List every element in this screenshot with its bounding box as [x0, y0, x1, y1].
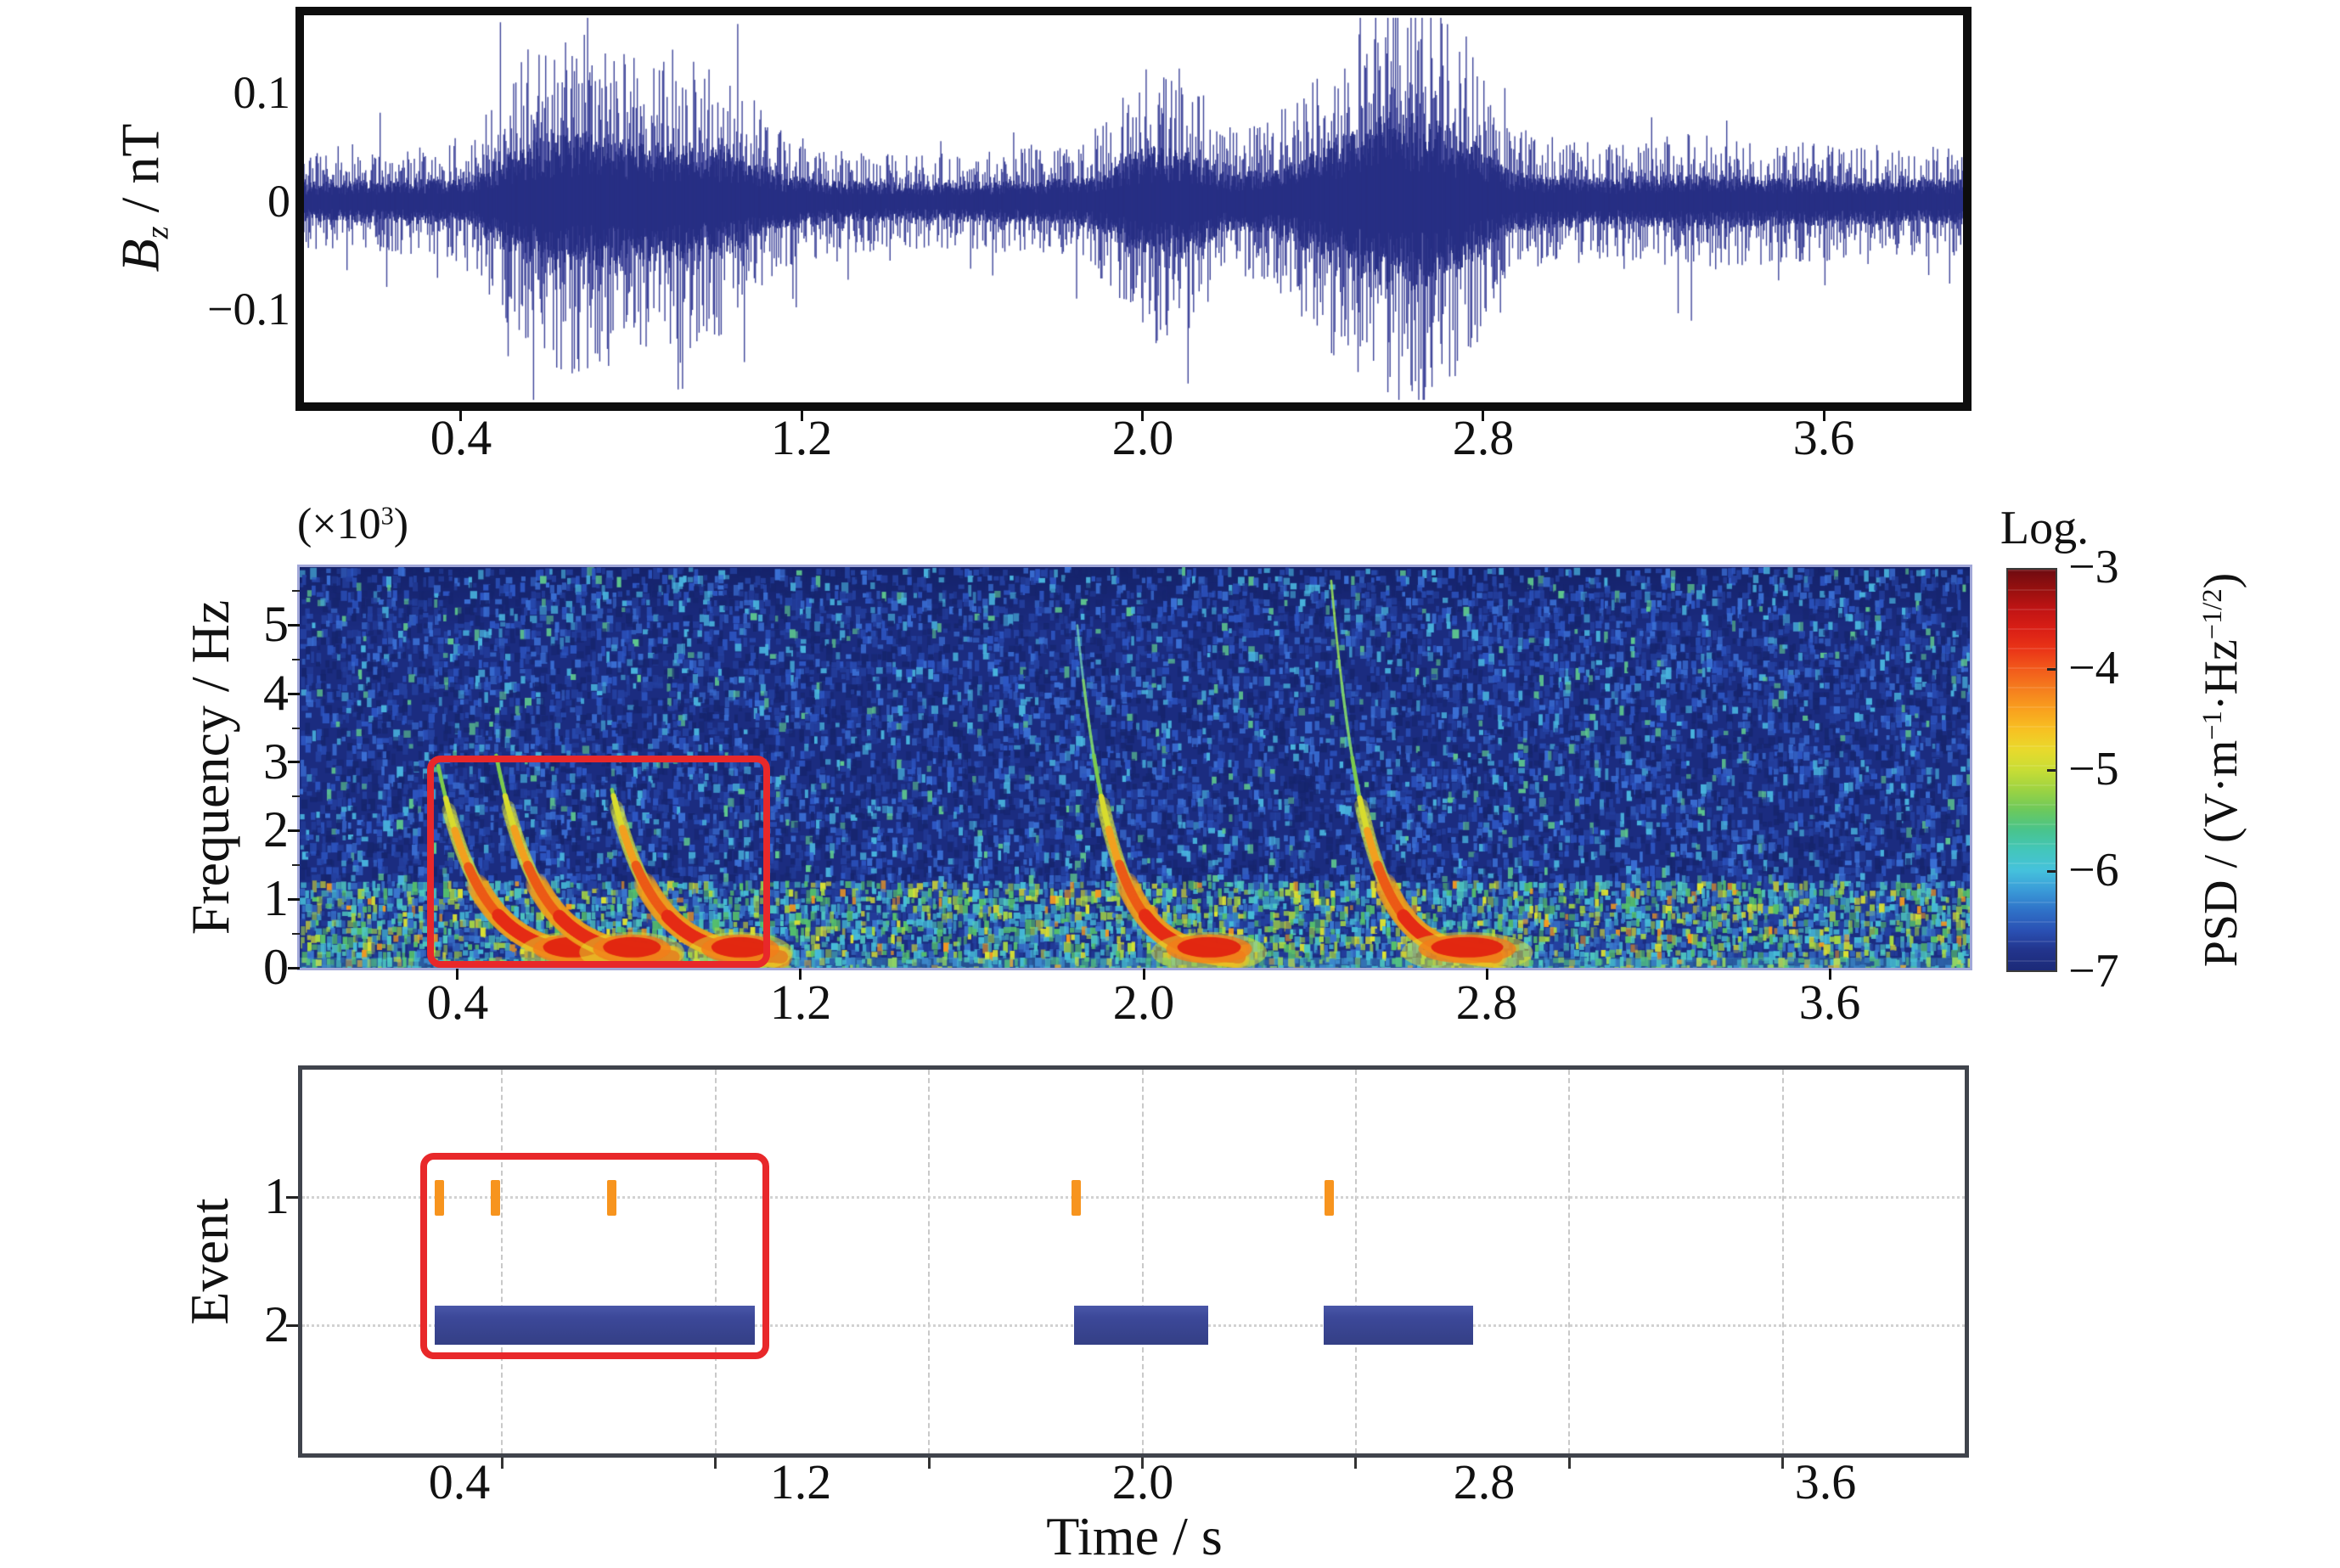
psd-label-sup: −1/2 — [2197, 588, 2229, 640]
spectrogram-plot — [300, 567, 1970, 968]
x-tick-mark-mid — [456, 969, 458, 980]
colorbar-tick-label: −7 — [2068, 945, 2119, 998]
y-minor-tick-mark-frequency — [292, 590, 300, 592]
x-tick-mark-top — [1482, 411, 1484, 421]
y-tick-label-frequency: 4 — [263, 665, 289, 721]
y-tick-label-frequency: 5 — [263, 596, 289, 652]
colorbar-tick-mark — [2047, 668, 2056, 671]
event-grid-line-horizontal — [302, 1196, 1965, 1199]
event1-marker — [607, 1180, 616, 1216]
x-tick-label-mid: 2.8 — [1455, 975, 1518, 1030]
x-grid-tick-bottom — [1141, 1458, 1144, 1469]
x-grid-tick-bottom — [1568, 1458, 1571, 1469]
event-panel — [298, 1065, 1969, 1458]
y-tick-mark-frequency — [288, 967, 300, 969]
event-grid-line-vertical — [1142, 1070, 1144, 1453]
x-tick-label-mid: 2.0 — [1112, 975, 1175, 1030]
scale-note-exponent: 3 — [380, 501, 394, 531]
event-grid-line-vertical — [1568, 1070, 1570, 1453]
colorbar-tick-label: −3 — [2068, 541, 2119, 593]
y-tick-mark-frequency — [288, 693, 300, 695]
waveform-panel — [295, 7, 1972, 411]
y-minor-tick-mark-frequency — [292, 864, 300, 866]
y-tick-label-frequency: 0 — [263, 939, 289, 995]
x-grid-tick-bottom — [1781, 1458, 1784, 1469]
event-grid-line-vertical — [715, 1070, 717, 1453]
colorbar-tick-label: −4 — [2068, 642, 2119, 694]
x-grid-tick-bottom — [1354, 1458, 1357, 1469]
y-tick-mark-frequency — [288, 761, 300, 763]
colorbar-tick-label: −6 — [2068, 844, 2119, 896]
colorbar-tick-mark — [2047, 769, 2056, 772]
scale-note-suffix: ) — [393, 500, 409, 548]
y-tick-label-waveform: 0.1 — [233, 67, 291, 118]
x-tick-label-bottom: 2.8 — [1453, 1454, 1516, 1509]
frequency-scale-note: (×103) — [297, 499, 408, 549]
y-minor-tick-mark-frequency — [292, 728, 300, 729]
x-tick-mark-mid — [1829, 969, 1831, 980]
event1-marker — [1325, 1180, 1334, 1216]
y-tick-mark-event — [286, 1196, 298, 1199]
colorbar-tick-label: −5 — [2068, 743, 2119, 795]
colorbar — [2006, 568, 2057, 972]
y-tick-label-waveform: −0.1 — [207, 284, 290, 334]
colorbar-tick-mark — [2047, 870, 2056, 873]
colorbar-title: Log. — [2000, 502, 2090, 554]
y-tick-label-frequency: 3 — [263, 733, 289, 790]
event-grid-line-vertical — [1782, 1070, 1784, 1453]
time-axis-label: Time / s — [1046, 1506, 1223, 1566]
spectrogram-highlight-box — [427, 756, 770, 968]
x-tick-label-bottom: 1.2 — [769, 1454, 832, 1509]
x-tick-mark-top — [801, 411, 803, 421]
event1-marker — [435, 1180, 444, 1216]
x-tick-label-top: 3.6 — [1792, 410, 1855, 465]
bz-symbol: B — [110, 239, 171, 273]
event2-bar — [1074, 1306, 1208, 1345]
y-tick-label-frequency: 2 — [263, 801, 289, 857]
x-tick-label-top: 2.8 — [1452, 410, 1515, 465]
x-tick-label-mid: 3.6 — [1798, 975, 1861, 1030]
y-minor-tick-mark-frequency — [292, 659, 300, 660]
event-grid-line-vertical — [1355, 1070, 1357, 1453]
y-tick-mark-frequency — [288, 829, 300, 832]
y-tick-label-event: 2 — [264, 1296, 290, 1352]
y-tick-label-waveform: 0 — [267, 176, 290, 227]
x-tick-mark-mid — [1486, 969, 1488, 980]
scale-note-prefix: (×10 — [297, 500, 381, 548]
event2-bar — [1324, 1306, 1473, 1345]
x-tick-label-top: 2.0 — [1111, 410, 1174, 465]
psd-label-sup: −1 — [2197, 711, 2229, 740]
y-tick-mark-event — [286, 1324, 298, 1327]
bz-subscript: z — [139, 226, 176, 239]
x-tick-label-bottom: 0.4 — [428, 1454, 491, 1509]
x-tick-mark-top — [1823, 411, 1825, 421]
event-grid-line-vertical — [501, 1070, 503, 1453]
x-tick-mark-top — [459, 411, 462, 421]
y-minor-tick-mark-frequency — [292, 933, 300, 935]
x-grid-tick-bottom — [714, 1458, 717, 1469]
y-tick-label-frequency: 1 — [263, 870, 289, 926]
waveform-plot — [304, 15, 1963, 402]
x-grid-tick-bottom — [928, 1458, 931, 1469]
y-minor-tick-mark-frequency — [292, 795, 300, 797]
event1-marker — [491, 1180, 500, 1216]
event-grid-line-vertical — [928, 1070, 930, 1453]
x-tick-label-top: 1.2 — [770, 410, 833, 465]
spectrogram-panel — [297, 565, 1972, 970]
event1-marker — [1072, 1180, 1081, 1216]
x-tick-label-bottom: 3.6 — [1794, 1454, 1857, 1509]
x-tick-label-mid: 0.4 — [426, 975, 489, 1030]
x-tick-mark-top — [1141, 411, 1144, 421]
y-tick-mark-frequency — [288, 898, 300, 901]
x-tick-label-mid: 1.2 — [769, 975, 832, 1030]
event-highlight-box — [420, 1153, 769, 1359]
y-tick-label-event: 1 — [264, 1168, 290, 1224]
x-grid-tick-bottom — [501, 1458, 503, 1469]
x-tick-mark-mid — [799, 969, 802, 980]
event2-bar — [435, 1306, 755, 1345]
y-tick-mark-frequency — [288, 624, 300, 627]
x-tick-label-top: 0.4 — [430, 410, 492, 465]
x-tick-mark-mid — [1143, 969, 1145, 980]
